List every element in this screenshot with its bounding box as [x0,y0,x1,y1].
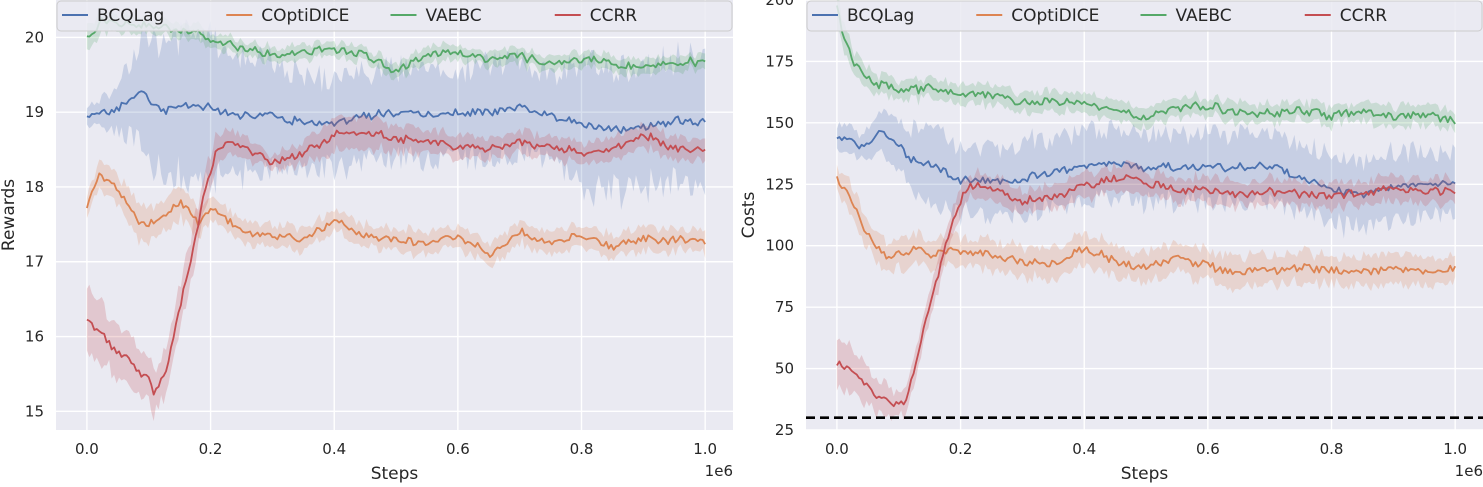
x-tick-label: 0.0 [825,440,849,458]
x-tick-label: 0.0 [75,440,99,458]
series-line-coptidice [836,176,1456,276]
band-vaebc [836,0,1456,134]
legend-label-coptidice: COptiDICE [261,6,349,26]
legend-label-bcqlag: BCQLag [97,6,164,26]
y-tick-label: 50 [775,360,794,378]
x-tick-label: 1.0 [1443,440,1467,458]
y-tick-label: 15 [25,402,44,420]
series-line-vaebc [836,5,1456,125]
y-tick-label: 150 [765,114,794,132]
legend-label-bcqlag: BCQLag [847,6,914,26]
band-bcqlag [836,108,1456,239]
x-tick-label: 0.2 [199,440,223,458]
y-tick-label: 20 [25,28,44,46]
x-tick-label: 1.0 [693,440,717,458]
x-tick-label: 0.2 [949,440,973,458]
y-tick-label: 16 [25,328,44,346]
x-tick-label: 0.4 [322,440,346,458]
x-tick-label: 0.6 [1196,440,1220,458]
x-offset-label: 1e6 [705,462,733,480]
y-tick-label: 18 [25,178,44,196]
legend: BCQLag COptiDICE VAEBC CCRR [806,0,1483,32]
y-tick-label: 175 [765,52,794,70]
legend-label-ccrr: CCRR [590,6,638,26]
y-tick-label: 17 [25,253,44,271]
band-ccrr [86,114,706,422]
x-axis-label: Steps [1121,464,1169,483]
legend: BCQLag COptiDICE VAEBC CCRR [56,0,733,32]
x-tick-label: 0.4 [1072,440,1096,458]
x-tick-label: 0.6 [446,440,470,458]
chart-panel-2: 0.0 0.2 0.4 0.6 0.8 1.0 25 50 75 100 125 150 175 200 1… [739,0,1483,484]
series-line-vaebc [86,17,706,74]
series-line-ccrr [86,129,706,396]
y-tick-label: 200 [765,0,794,9]
series-line-bcqlag [86,90,706,134]
legend-label-vaebc: VAEBC [426,6,482,26]
band-coptidice [86,159,706,269]
y-tick-label: 25 [775,421,794,439]
x-axis-label: Steps [371,464,419,483]
series-line-ccrr [836,174,1456,408]
legend-label-ccrr: CCRR [1340,6,1388,26]
y-tick-label: 125 [765,175,794,193]
legend-label-coptidice: COptiDICE [1011,6,1099,26]
legend-label-vaebc: VAEBC [1176,6,1232,26]
y-tick-label: 19 [25,103,44,121]
plot-area [806,0,1483,430]
band-ccrr [836,159,1456,422]
x-tick-label: 0.8 [570,440,594,458]
x-offset-label: 1e6 [1455,462,1483,480]
series-line-coptidice [86,172,706,258]
y-tick-label: 100 [765,237,794,255]
y-axis-label: Rewards [0,179,19,251]
y-tick-label: 75 [775,298,794,316]
x-tick-label: 0.8 [1320,440,1344,458]
chart-panel-1: 0.0 0.2 0.4 0.6 0.8 1.0 15 16 17 18 19 20 1e6 Steps Re… [0,0,733,484]
band-coptidice [836,164,1456,294]
y-axis-label: Costs [739,192,759,239]
